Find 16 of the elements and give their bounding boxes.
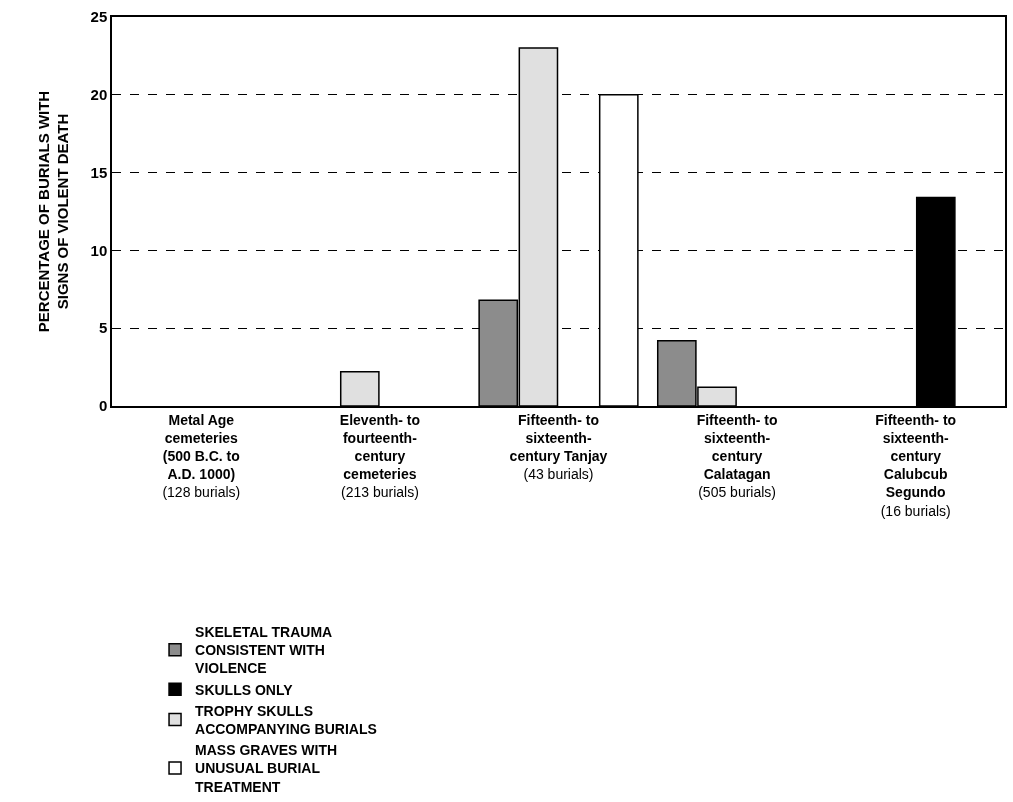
- x-tick-label: Fifteenth- to sixteenth-century Calatagan (505 burials): [696, 411, 778, 501]
- legend-label: MASS GRAVES WITH UNUSUAL BURIAL TREATMENT: [195, 742, 338, 795]
- x-tick-label: Fifteenth- to sixteenth-century Calubcub Segundo (16 burials): [875, 411, 957, 519]
- y-tick-label: 25: [90, 8, 108, 26]
- legend-label: SKELETAL TRAUMA CONSISTENT WITH VIOLENCE: [195, 624, 333, 677]
- y-axis-title: PERCENTAGE OF BURIALS WITH SIGNS OF VIOLENT DEATH: [34, 90, 72, 333]
- x-tick-label: Metal Age cemeteries (500 B.C. to A.D. 1000) (128 burials): [162, 411, 241, 501]
- legend-label: SKULLS ONLY: [195, 681, 294, 698]
- x-tick-label: Fifteenth- to sixteenth-century Tanjay (43 burials): [509, 411, 608, 483]
- y-tick-label: 10: [90, 241, 108, 259]
- y-tick-label: 15: [90, 163, 108, 181]
- y-tick-label: 5: [98, 319, 108, 337]
- y-tick-label: 0: [98, 397, 108, 415]
- legend-label: TROPHY SKULLS ACCOMPANYING BURIALS: [195, 702, 377, 738]
- x-tick-label: Eleventh- to fourteenth-century cemeteries (213 burials): [339, 411, 420, 501]
- y-tick-label: 20: [90, 86, 108, 104]
